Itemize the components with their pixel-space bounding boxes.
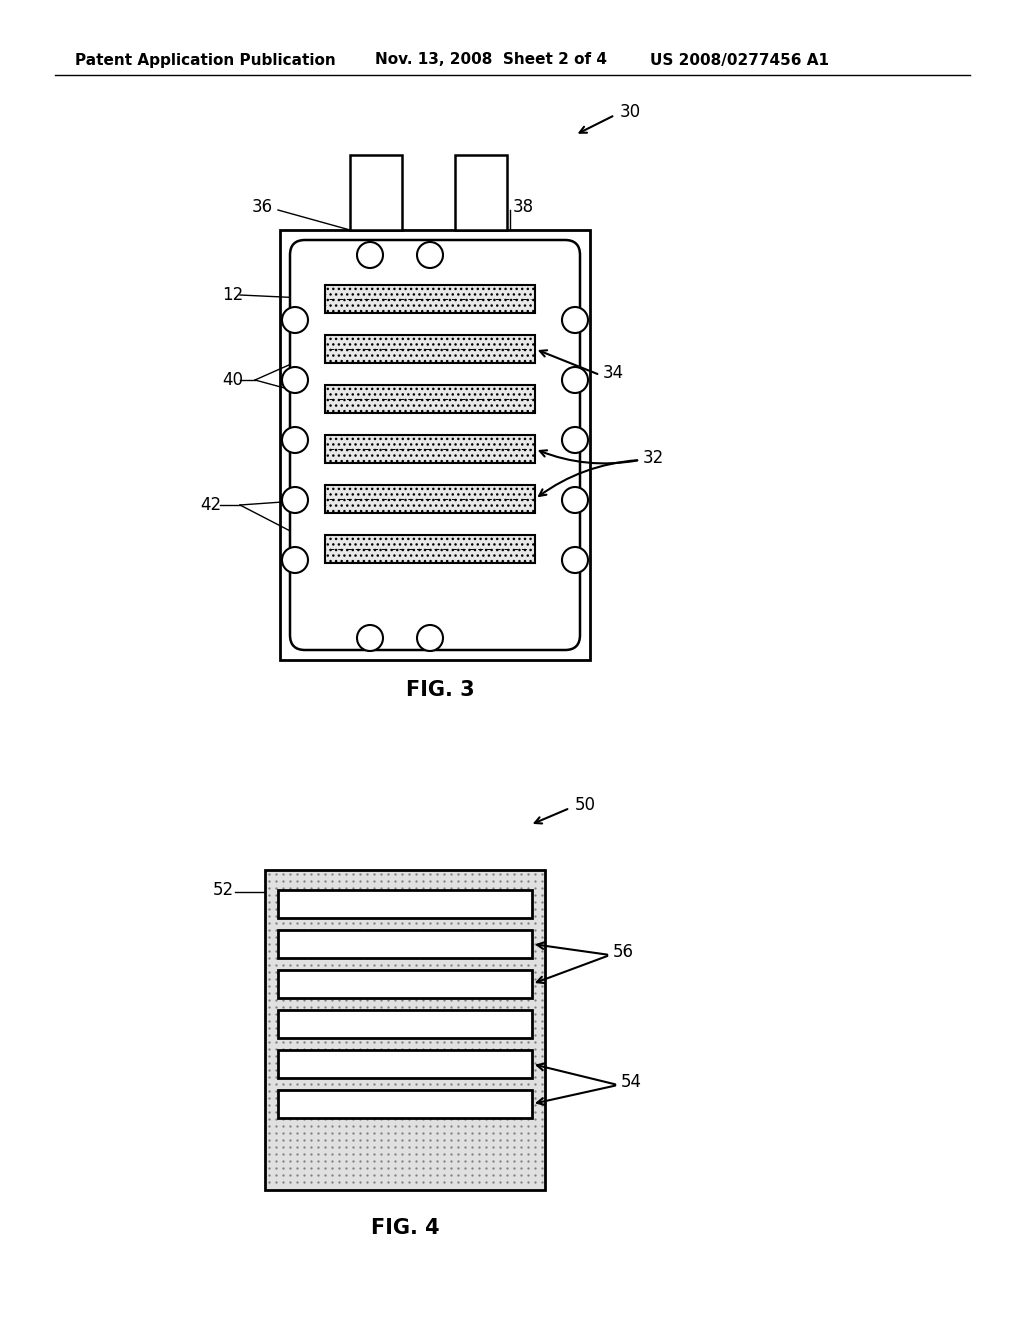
Circle shape xyxy=(562,367,588,393)
Bar xyxy=(278,1010,532,1038)
Circle shape xyxy=(417,624,443,651)
Bar xyxy=(278,1090,532,1118)
Circle shape xyxy=(282,546,308,573)
Text: 50: 50 xyxy=(575,796,596,814)
FancyBboxPatch shape xyxy=(290,240,580,649)
Text: 56: 56 xyxy=(613,942,634,961)
Bar xyxy=(278,1049,532,1078)
Bar xyxy=(350,154,402,230)
Bar xyxy=(278,970,532,998)
Bar xyxy=(278,890,532,917)
Bar xyxy=(325,535,535,564)
Text: FIG. 4: FIG. 4 xyxy=(371,1218,439,1238)
Text: 54: 54 xyxy=(621,1073,642,1092)
Text: 42: 42 xyxy=(200,496,221,513)
Text: Patent Application Publication: Patent Application Publication xyxy=(75,53,336,67)
Text: 38: 38 xyxy=(513,198,535,216)
Text: 12: 12 xyxy=(222,286,244,304)
Circle shape xyxy=(417,242,443,268)
Circle shape xyxy=(357,242,383,268)
Text: Nov. 13, 2008  Sheet 2 of 4: Nov. 13, 2008 Sheet 2 of 4 xyxy=(375,53,607,67)
Circle shape xyxy=(562,308,588,333)
Circle shape xyxy=(562,426,588,453)
Bar xyxy=(325,484,535,513)
Circle shape xyxy=(282,308,308,333)
Bar xyxy=(455,154,507,230)
Text: 40: 40 xyxy=(222,371,243,389)
Circle shape xyxy=(282,426,308,453)
Text: 30: 30 xyxy=(620,103,641,121)
Text: 36: 36 xyxy=(252,198,273,216)
Bar xyxy=(325,385,535,413)
Text: US 2008/0277456 A1: US 2008/0277456 A1 xyxy=(650,53,829,67)
Bar xyxy=(278,931,532,958)
Bar xyxy=(265,870,545,1191)
Bar xyxy=(325,285,535,313)
Circle shape xyxy=(282,367,308,393)
Bar xyxy=(325,335,535,363)
Text: 32: 32 xyxy=(643,449,665,467)
Bar xyxy=(325,436,535,463)
Bar xyxy=(280,230,590,660)
Circle shape xyxy=(562,546,588,573)
Text: FIG. 3: FIG. 3 xyxy=(406,680,474,700)
Circle shape xyxy=(282,487,308,513)
Circle shape xyxy=(357,624,383,651)
Circle shape xyxy=(562,487,588,513)
Text: 34: 34 xyxy=(603,364,624,381)
Text: 52: 52 xyxy=(213,880,234,899)
